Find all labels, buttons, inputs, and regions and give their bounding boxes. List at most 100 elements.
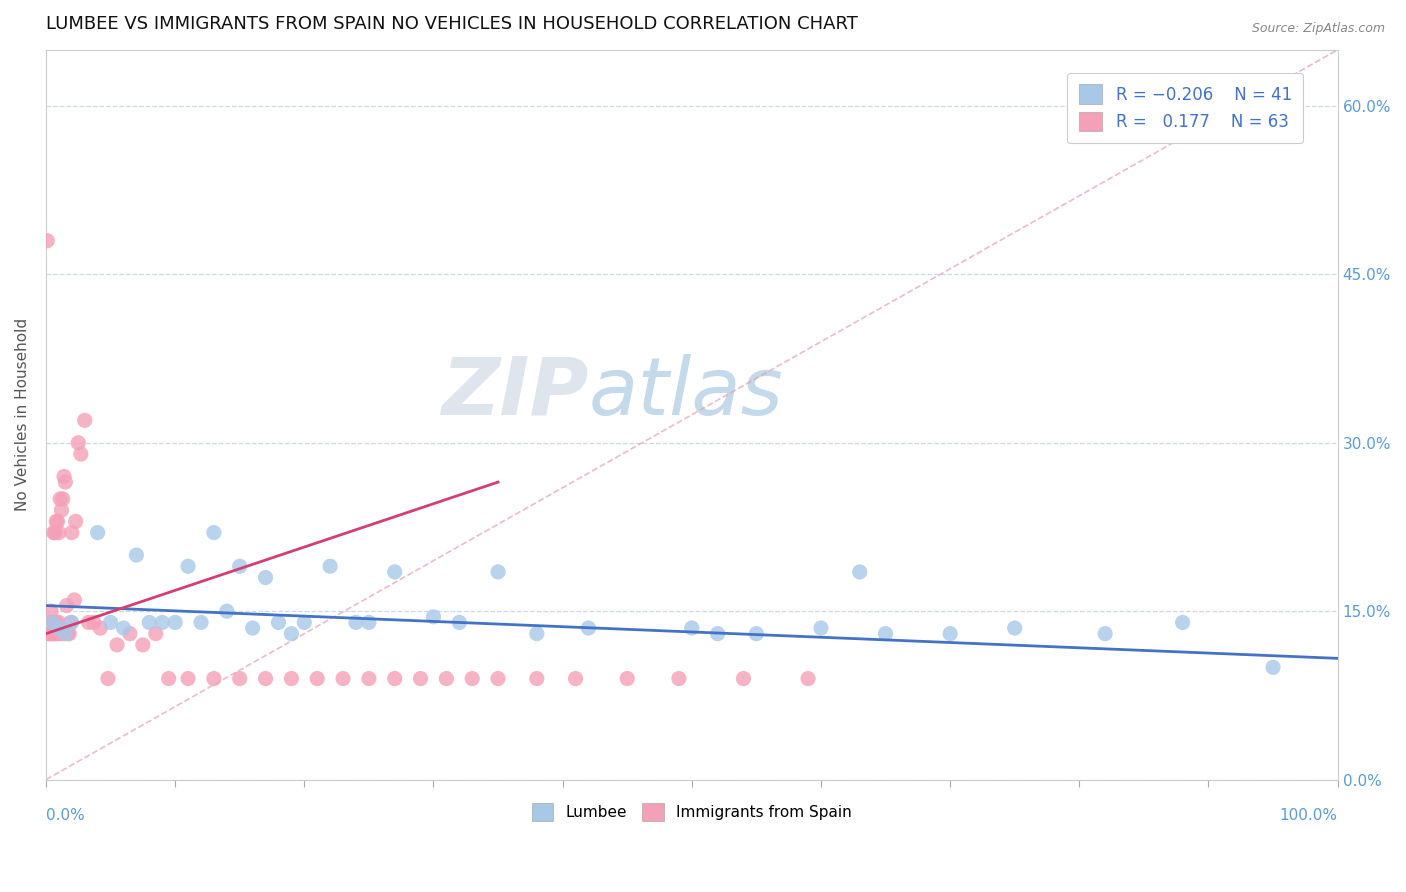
- Point: [280, 672, 302, 686]
- Point: [1261, 660, 1284, 674]
- Point: [319, 559, 342, 574]
- Point: [307, 672, 329, 686]
- Point: [60, 615, 83, 630]
- Point: [100, 615, 122, 630]
- Point: [668, 672, 690, 686]
- Point: [384, 565, 406, 579]
- Point: [39, 615, 62, 630]
- Point: [52, 491, 75, 506]
- Point: [63, 593, 86, 607]
- Point: [939, 626, 962, 640]
- Point: [409, 672, 432, 686]
- Point: [486, 565, 509, 579]
- Point: [616, 672, 638, 686]
- Point: [56, 626, 79, 640]
- Point: [83, 615, 105, 630]
- Point: [44, 626, 66, 640]
- Point: [157, 672, 180, 686]
- Text: 100.0%: 100.0%: [1279, 808, 1337, 822]
- Point: [254, 570, 277, 584]
- Point: [53, 475, 76, 489]
- Text: atlas: atlas: [589, 354, 783, 432]
- Point: [105, 638, 128, 652]
- Point: [681, 621, 703, 635]
- Point: [132, 638, 155, 652]
- Point: [53, 626, 76, 640]
- Point: [1171, 615, 1194, 630]
- Point: [202, 525, 225, 540]
- Point: [48, 615, 70, 630]
- Point: [38, 626, 60, 640]
- Point: [39, 604, 62, 618]
- Point: [254, 672, 277, 686]
- Point: [70, 447, 93, 461]
- Point: [41, 615, 63, 630]
- Point: [449, 615, 471, 630]
- Text: Source: ZipAtlas.com: Source: ZipAtlas.com: [1251, 22, 1385, 36]
- Point: [46, 515, 69, 529]
- Point: [97, 672, 120, 686]
- Point: [242, 621, 264, 635]
- Point: [86, 525, 108, 540]
- Point: [526, 672, 548, 686]
- Point: [797, 672, 820, 686]
- Point: [848, 565, 870, 579]
- Point: [49, 626, 72, 640]
- Point: [125, 548, 148, 562]
- Point: [118, 626, 141, 640]
- Point: [49, 491, 72, 506]
- Point: [112, 621, 135, 635]
- Point: [578, 621, 600, 635]
- Point: [1094, 626, 1116, 640]
- Point: [332, 672, 354, 686]
- Point: [77, 615, 100, 630]
- Text: ZIP: ZIP: [441, 354, 589, 432]
- Point: [202, 672, 225, 686]
- Point: [228, 559, 250, 574]
- Point: [48, 621, 70, 635]
- Point: [41, 626, 63, 640]
- Point: [165, 615, 187, 630]
- Point: [875, 626, 897, 640]
- Point: [564, 672, 586, 686]
- Point: [177, 559, 200, 574]
- Point: [706, 626, 728, 640]
- Point: [138, 615, 160, 630]
- Y-axis label: No Vehicles in Household: No Vehicles in Household: [15, 318, 30, 511]
- Point: [45, 615, 67, 630]
- Text: 0.0%: 0.0%: [46, 808, 84, 822]
- Point: [461, 672, 484, 686]
- Point: [67, 435, 90, 450]
- Point: [526, 626, 548, 640]
- Point: [150, 615, 173, 630]
- Point: [733, 672, 755, 686]
- Point: [422, 609, 444, 624]
- Point: [810, 621, 832, 635]
- Point: [53, 469, 76, 483]
- Point: [45, 515, 67, 529]
- Point: [1004, 621, 1026, 635]
- Point: [58, 626, 80, 640]
- Point: [37, 234, 59, 248]
- Point: [60, 525, 83, 540]
- Point: [357, 672, 380, 686]
- Point: [65, 515, 87, 529]
- Point: [73, 413, 96, 427]
- Point: [177, 672, 200, 686]
- Point: [42, 525, 65, 540]
- Legend: Lumbee, Immigrants from Spain: Lumbee, Immigrants from Spain: [526, 797, 858, 827]
- Point: [41, 615, 63, 630]
- Point: [38, 626, 60, 640]
- Point: [44, 525, 66, 540]
- Point: [48, 525, 70, 540]
- Point: [344, 615, 367, 630]
- Point: [89, 621, 111, 635]
- Point: [145, 626, 167, 640]
- Point: [384, 672, 406, 686]
- Point: [215, 604, 238, 618]
- Point: [38, 615, 60, 630]
- Point: [280, 626, 302, 640]
- Point: [46, 626, 69, 640]
- Point: [357, 615, 380, 630]
- Point: [745, 626, 768, 640]
